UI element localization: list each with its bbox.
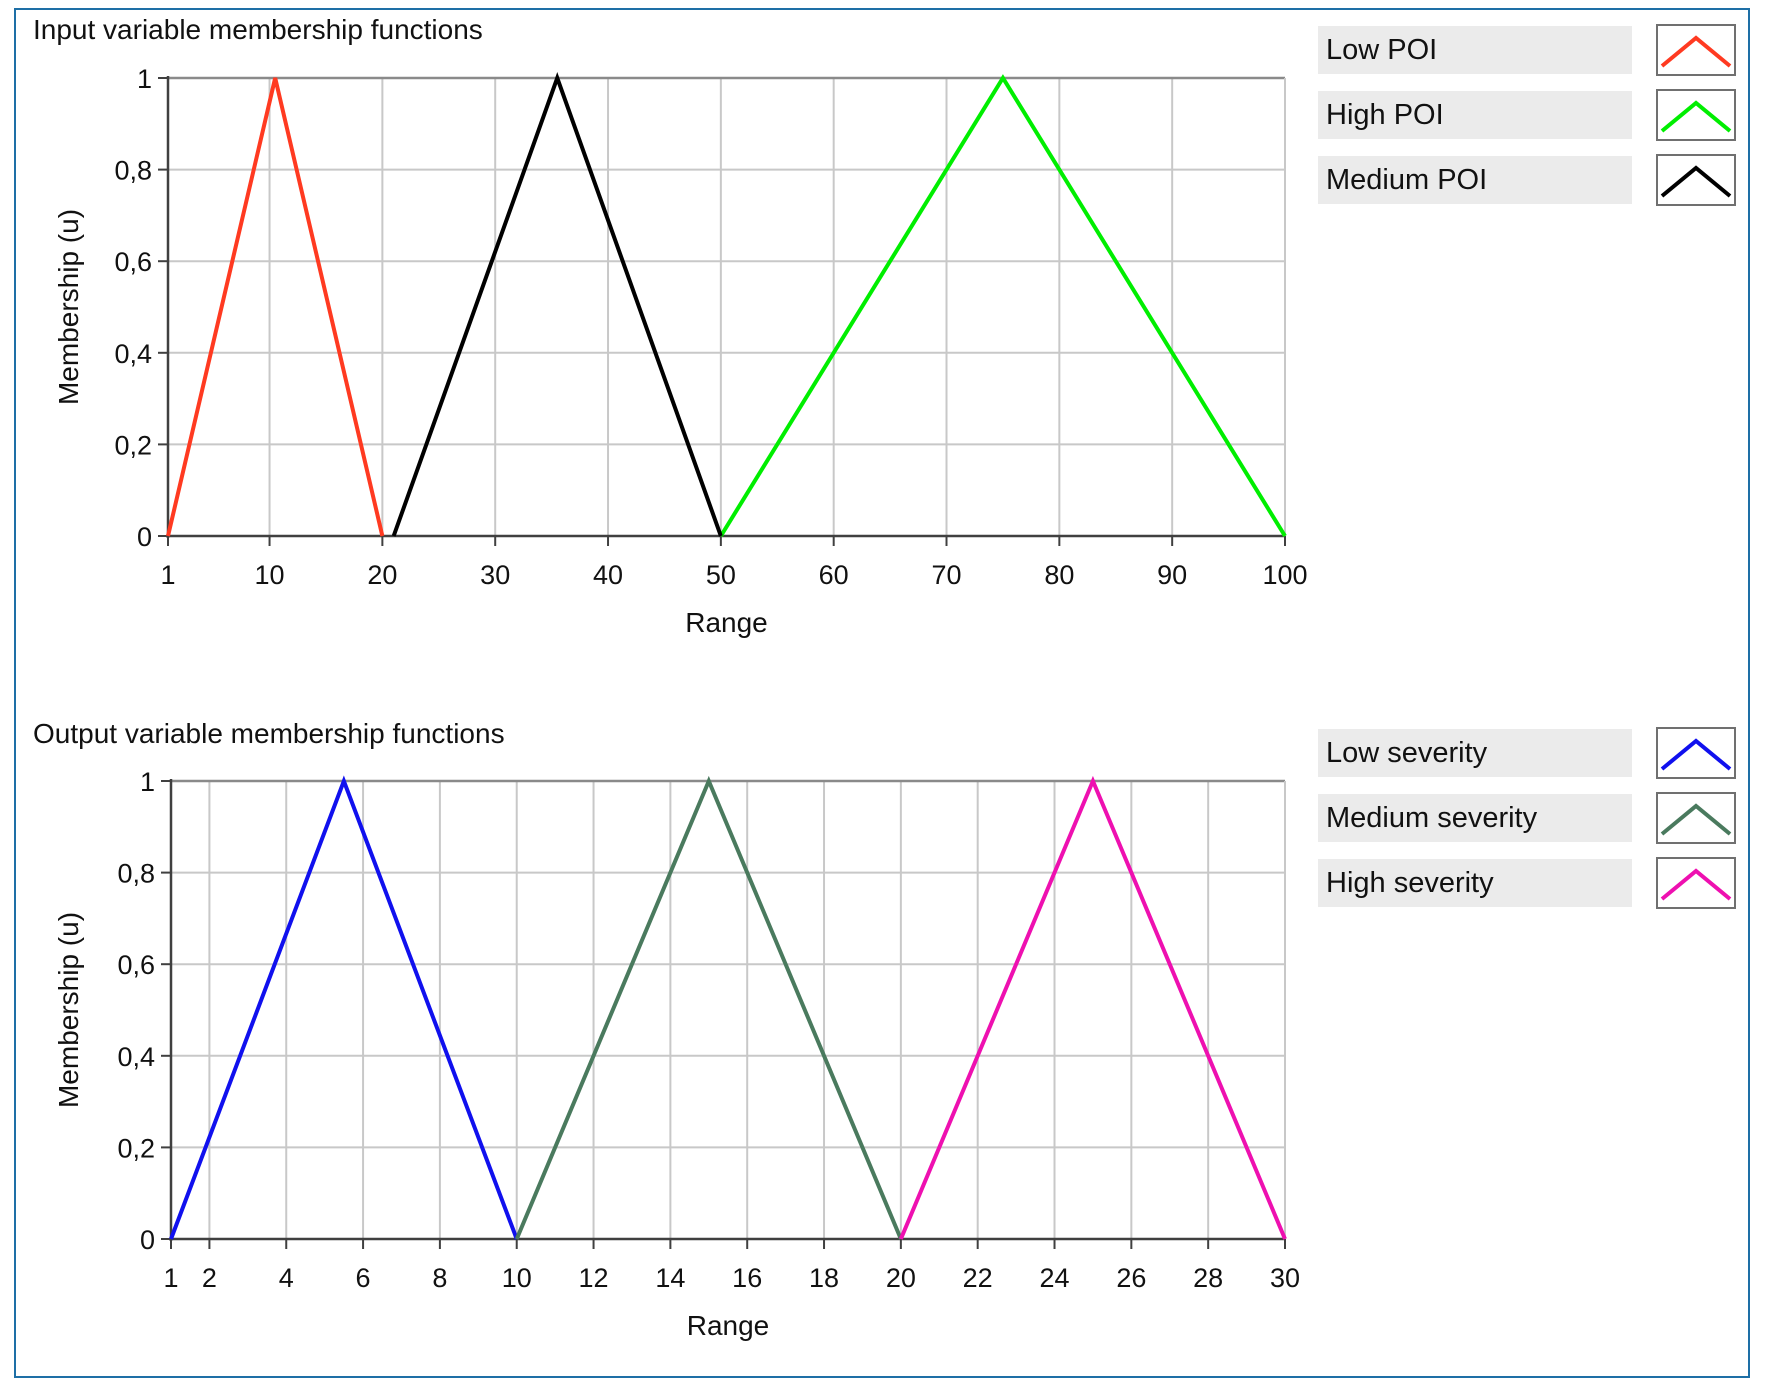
- x-tick-label: 80: [1044, 560, 1074, 590]
- x-tick-label: 8: [432, 1263, 447, 1293]
- legend-item-medium-poi[interactable]: Medium POI: [1318, 154, 1738, 206]
- x-axis-title: Range: [685, 607, 768, 638]
- legend-line-sample-path: [1660, 738, 1732, 771]
- legend-swatch-icon[interactable]: [1656, 24, 1736, 76]
- series-line: [899, 775, 1287, 1240]
- x-axis-title: Range: [687, 1310, 770, 1341]
- legend-swatch-icon[interactable]: [1656, 727, 1736, 779]
- x-tick-label: 100: [1262, 560, 1307, 590]
- series-line: [719, 74, 1287, 538]
- x-tick-label: 22: [963, 1263, 993, 1293]
- y-tick-label: 0,8: [117, 859, 155, 889]
- x-tick-label: 28: [1193, 1263, 1223, 1293]
- legend-line-sample-path: [1660, 100, 1732, 133]
- chart-title-input: Input variable membership functions: [33, 14, 483, 45]
- y-tick-label: 0,6: [114, 247, 152, 277]
- series-line: [166, 77, 385, 537]
- x-tick-label: 24: [1039, 1263, 1069, 1293]
- legend-line-sample: [1660, 100, 1732, 133]
- legend-swatch-icon[interactable]: [1656, 89, 1736, 141]
- legend-line-sample: [1660, 35, 1732, 68]
- legend-swatch-icon[interactable]: [1656, 792, 1736, 844]
- chart-title-output: Output variable membership functions: [33, 718, 505, 749]
- y-axis-title: Membership (u): [53, 912, 84, 1108]
- legend-swatch-icon[interactable]: [1656, 857, 1736, 909]
- legend-item-high-severity[interactable]: High severity: [1318, 857, 1738, 909]
- legend-line-sample: [1660, 165, 1732, 198]
- legend-label: Low severity: [1318, 729, 1632, 777]
- y-tick-label: 1: [137, 64, 152, 94]
- y-tick-label: 0: [137, 522, 152, 552]
- x-tick-label: 14: [655, 1263, 685, 1293]
- legend-line-sample: [1660, 868, 1732, 901]
- legend-swatch-icon[interactable]: [1656, 154, 1736, 206]
- y-tick-label: 0,2: [114, 430, 152, 460]
- legend-label: High severity: [1318, 859, 1632, 907]
- x-tick-label: 40: [593, 560, 623, 590]
- plot-area: [168, 78, 1285, 536]
- input-membership-chart: 1 10 20 30 40 50 60 70 80 90 100 0 0,2 0,4 0,6 0,8 1 Rang…: [53, 64, 1308, 638]
- x-tick-label: 2: [202, 1263, 217, 1293]
- plot-area: [171, 781, 1285, 1239]
- legend-label: High POI: [1318, 91, 1632, 139]
- x-tick-label: 20: [886, 1263, 916, 1293]
- y-tick-label: 0: [140, 1225, 155, 1255]
- x-tick-label: 10: [502, 1263, 532, 1293]
- legend-label: Medium severity: [1318, 794, 1632, 842]
- legend-item-high-poi[interactable]: High POI: [1318, 89, 1738, 141]
- x-tick-label: 90: [1157, 560, 1187, 590]
- x-tick-label: 4: [279, 1263, 294, 1293]
- legend-item-low-severity[interactable]: Low severity: [1318, 727, 1738, 779]
- y-axis-title: Membership (u): [53, 209, 84, 405]
- y-tick-label: 0,4: [114, 339, 152, 369]
- y-tick-label: 0,8: [114, 156, 152, 186]
- legend-item-medium-severity[interactable]: Medium severity: [1318, 792, 1738, 844]
- legend-label: Medium POI: [1318, 156, 1632, 204]
- x-tick-label: 12: [579, 1263, 609, 1293]
- y-tick-label: 0,4: [117, 1042, 155, 1072]
- legend-line-sample: [1660, 803, 1732, 836]
- x-tick-label: 1: [160, 560, 175, 590]
- x-tick-label: 10: [255, 560, 285, 590]
- y-tick-label: 0,2: [117, 1133, 155, 1163]
- y-tick-label: 0,6: [117, 950, 155, 980]
- legend-line-sample: [1660, 738, 1732, 771]
- series-line: [391, 72, 723, 537]
- legend-label: Low POI: [1318, 26, 1632, 74]
- x-tick-label: 70: [931, 560, 961, 590]
- legend-item-low-poi[interactable]: Low POI: [1318, 24, 1738, 76]
- x-tick-label: 16: [732, 1263, 762, 1293]
- x-tick-label: 26: [1116, 1263, 1146, 1293]
- series-line: [514, 775, 903, 1240]
- x-tick-label: 30: [480, 560, 510, 590]
- legend-line-sample-path: [1660, 803, 1732, 836]
- legend-line-sample-path: [1660, 165, 1732, 198]
- series-line: [169, 775, 519, 1240]
- x-tick-label: 60: [819, 560, 849, 590]
- x-tick-label: 20: [367, 560, 397, 590]
- legend-line-sample-path: [1660, 868, 1732, 901]
- legend-line-sample-path: [1660, 35, 1732, 68]
- x-tick-label: 18: [809, 1263, 839, 1293]
- x-tick-label: 50: [706, 560, 736, 590]
- x-tick-label: 6: [356, 1263, 371, 1293]
- x-tick-label: 30: [1270, 1263, 1300, 1293]
- y-tick-label: 1: [140, 767, 155, 797]
- x-tick-label: 1: [163, 1263, 178, 1293]
